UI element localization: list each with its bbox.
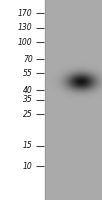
Text: 35: 35 [23,96,33,104]
Text: 130: 130 [18,23,33,32]
Text: 15: 15 [23,141,33,150]
Text: 40: 40 [23,86,33,95]
FancyBboxPatch shape [0,0,45,200]
Text: 10: 10 [23,162,33,171]
Text: 25: 25 [23,110,33,119]
Text: 55: 55 [23,68,33,77]
Text: 70: 70 [23,54,33,64]
Text: 170: 170 [18,8,33,18]
Text: 100: 100 [18,38,33,47]
